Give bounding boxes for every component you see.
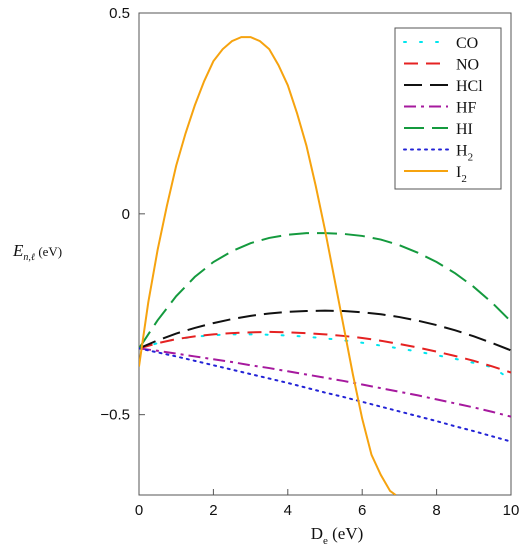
legend-label: CO (456, 35, 478, 52)
svg-text:En,ℓ (eV): En,ℓ (eV) (12, 241, 62, 263)
series-line-co (139, 333, 511, 381)
x-axis-label-subscript: e (323, 535, 328, 547)
series-group (139, 36, 511, 495)
y-axis-label: En,ℓ (eV) (12, 241, 62, 263)
legend-label: H2 (456, 143, 473, 164)
legend-label-main: HF (456, 100, 477, 117)
y-axis-label-main: E (12, 241, 24, 260)
y-axis-label-unit: (eV) (35, 244, 62, 259)
legend-label-main: I (456, 164, 461, 181)
svg-text:De (eV): De (eV) (311, 524, 364, 547)
series-line-no (139, 330, 511, 374)
x-tick-group: 0 2 4 6 8 10 (135, 489, 520, 519)
legend-label: HCl (456, 78, 483, 95)
y-tick-label: 0 (122, 206, 130, 223)
y-axis-label-subscript: n,ℓ (23, 252, 35, 263)
y-tick-label: −0.5 (100, 407, 130, 424)
plot-frame (138, 12, 512, 496)
x-tick-label: 2 (209, 502, 217, 519)
y-tick-group: −0.5 0 0.5 (100, 5, 145, 424)
x-tick-label: 4 (284, 502, 292, 519)
legend-label-main: HI (456, 121, 473, 138)
x-tick-label: 0 (135, 502, 143, 519)
series-line-i2 (139, 36, 397, 495)
series-line-h2 (139, 347, 511, 443)
legend-label-subscript: 2 (461, 173, 467, 185)
legend-label: HF (456, 100, 477, 117)
y-tick-label: 0.5 (109, 5, 130, 22)
legend-label-main: NO (456, 57, 479, 74)
legend-label-main: CO (456, 35, 478, 52)
legend-label-main: HCl (456, 78, 483, 95)
legend-label: NO (456, 57, 479, 74)
x-tick-label: 10 (503, 502, 520, 519)
legend-label-main: H (456, 143, 468, 160)
x-tick-label: 6 (358, 502, 366, 519)
legend-label-subscript: 2 (468, 152, 474, 164)
x-axis-label-unit: (eV) (328, 524, 363, 543)
legend-label: HI (456, 121, 473, 138)
x-axis-label: De (eV) (311, 524, 364, 547)
legend-label: I2 (456, 164, 467, 185)
x-tick-label: 8 (432, 502, 440, 519)
legend-box (394, 27, 502, 190)
series-line-hcl (139, 309, 511, 352)
x-axis-label-main: D (311, 524, 323, 543)
